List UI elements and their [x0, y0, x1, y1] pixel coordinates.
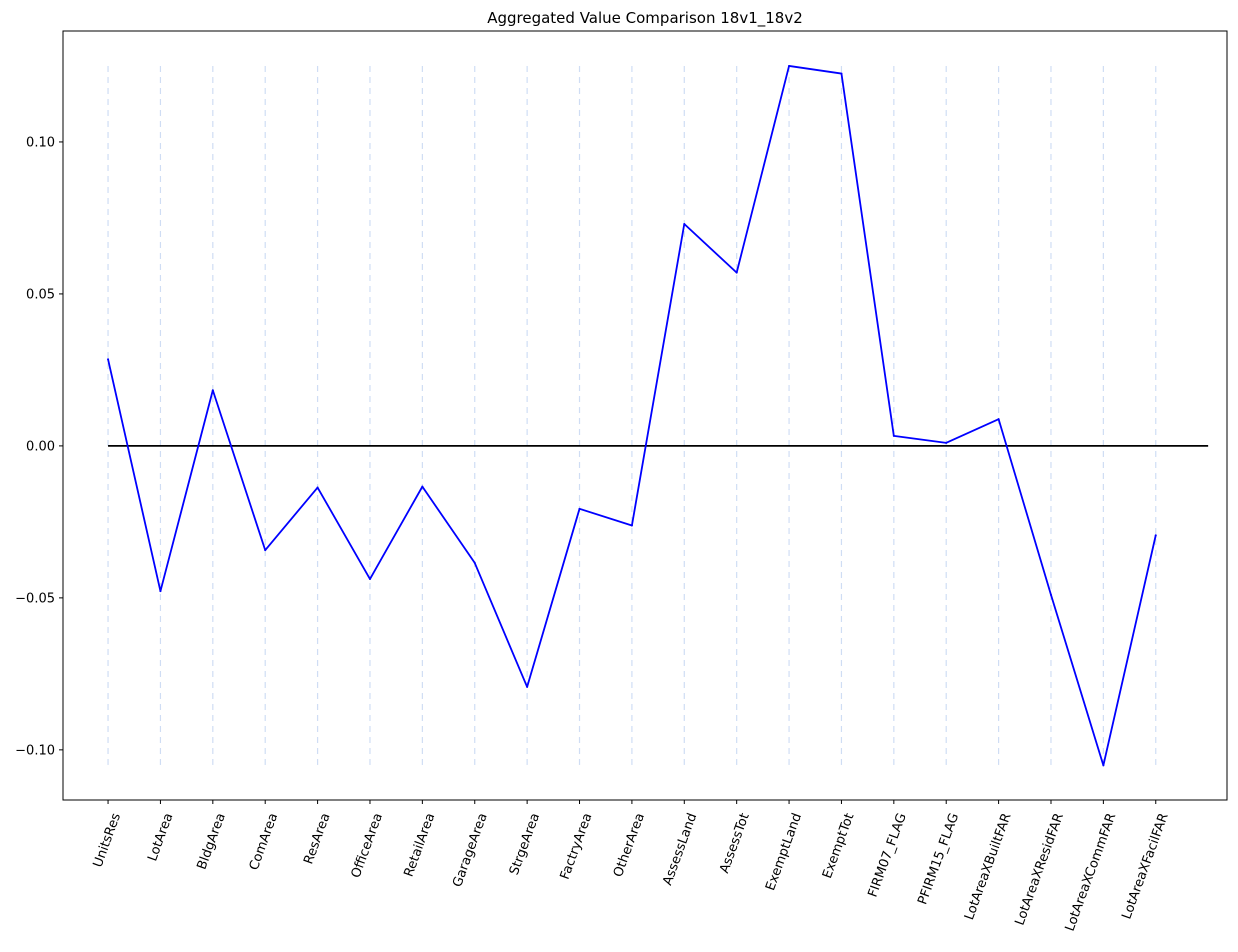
x-tick-label: LotAreaXFacilFAR — [1119, 811, 1171, 921]
x-tick-label: ExemptTot — [820, 811, 857, 880]
x-tick-label: LotAreaXBuiltFAR — [962, 811, 1015, 922]
x-axis: UnitsRes LotArea BldgArea ComArea ResArea Off… — [91, 800, 1172, 933]
data-point — [316, 486, 319, 489]
y-tick-label: −0.05 — [15, 591, 55, 606]
x-tick-label: LotAreaXCommFAR — [1063, 811, 1120, 933]
x-tick-label: StrgeArea — [507, 811, 543, 877]
data-point — [735, 271, 738, 274]
x-tick-label: FactryArea — [558, 811, 596, 881]
data-point — [892, 434, 895, 437]
data-point — [526, 685, 529, 688]
data-point — [264, 549, 267, 552]
data-point — [107, 358, 110, 361]
data-point — [473, 561, 476, 564]
data-point — [840, 72, 843, 75]
data-point — [211, 389, 214, 392]
vertical-guides — [107, 65, 1157, 766]
data-point — [159, 590, 162, 593]
x-tick-label: ResArea — [301, 811, 333, 866]
x-tick-label: ComArea — [247, 811, 281, 872]
plot-frame — [62, 30, 1228, 801]
data-point — [421, 485, 424, 488]
data-point — [630, 524, 633, 527]
x-tick-label: UnitsRes — [91, 811, 124, 869]
y-tick-label: −0.10 — [15, 743, 55, 758]
x-tick-label: ExemptLand — [763, 811, 805, 892]
x-tick-label: PFIRM15_FLAG — [915, 811, 962, 907]
data-point — [788, 64, 791, 67]
y-tick-label: 0.10 — [26, 135, 55, 150]
x-tick-label: AssessLand — [660, 811, 700, 887]
y-axis: −0.10 −0.05 0.00 0.05 0.10 — [15, 135, 63, 758]
chart-title: Aggregated Value Comparison 18v1_18v2 — [487, 9, 803, 28]
x-tick-label: AssessTot — [717, 811, 753, 875]
x-tick-label: GarageArea — [450, 811, 491, 889]
x-tick-label: LotAreaXResidFAR — [1012, 811, 1067, 927]
data-point — [368, 578, 371, 581]
data-point — [683, 223, 686, 226]
y-tick-label: 0.00 — [26, 439, 55, 454]
series-layer — [107, 64, 1157, 767]
data-point — [578, 507, 581, 510]
data-point — [997, 418, 1000, 421]
data-point — [1102, 764, 1105, 767]
x-tick-label: RetailArea — [401, 811, 438, 879]
data-point — [1049, 593, 1052, 596]
x-tick-label: BldgArea — [195, 811, 229, 872]
x-tick-label: OfficeArea — [349, 811, 386, 880]
data-point — [1154, 534, 1157, 537]
y-tick-label: 0.05 — [26, 287, 55, 302]
x-tick-label: LotArea — [145, 811, 176, 863]
x-tick-label: FIRM07_FLAG — [866, 811, 910, 899]
data-point — [945, 441, 948, 444]
x-tick-label: OtherArea — [611, 811, 648, 879]
